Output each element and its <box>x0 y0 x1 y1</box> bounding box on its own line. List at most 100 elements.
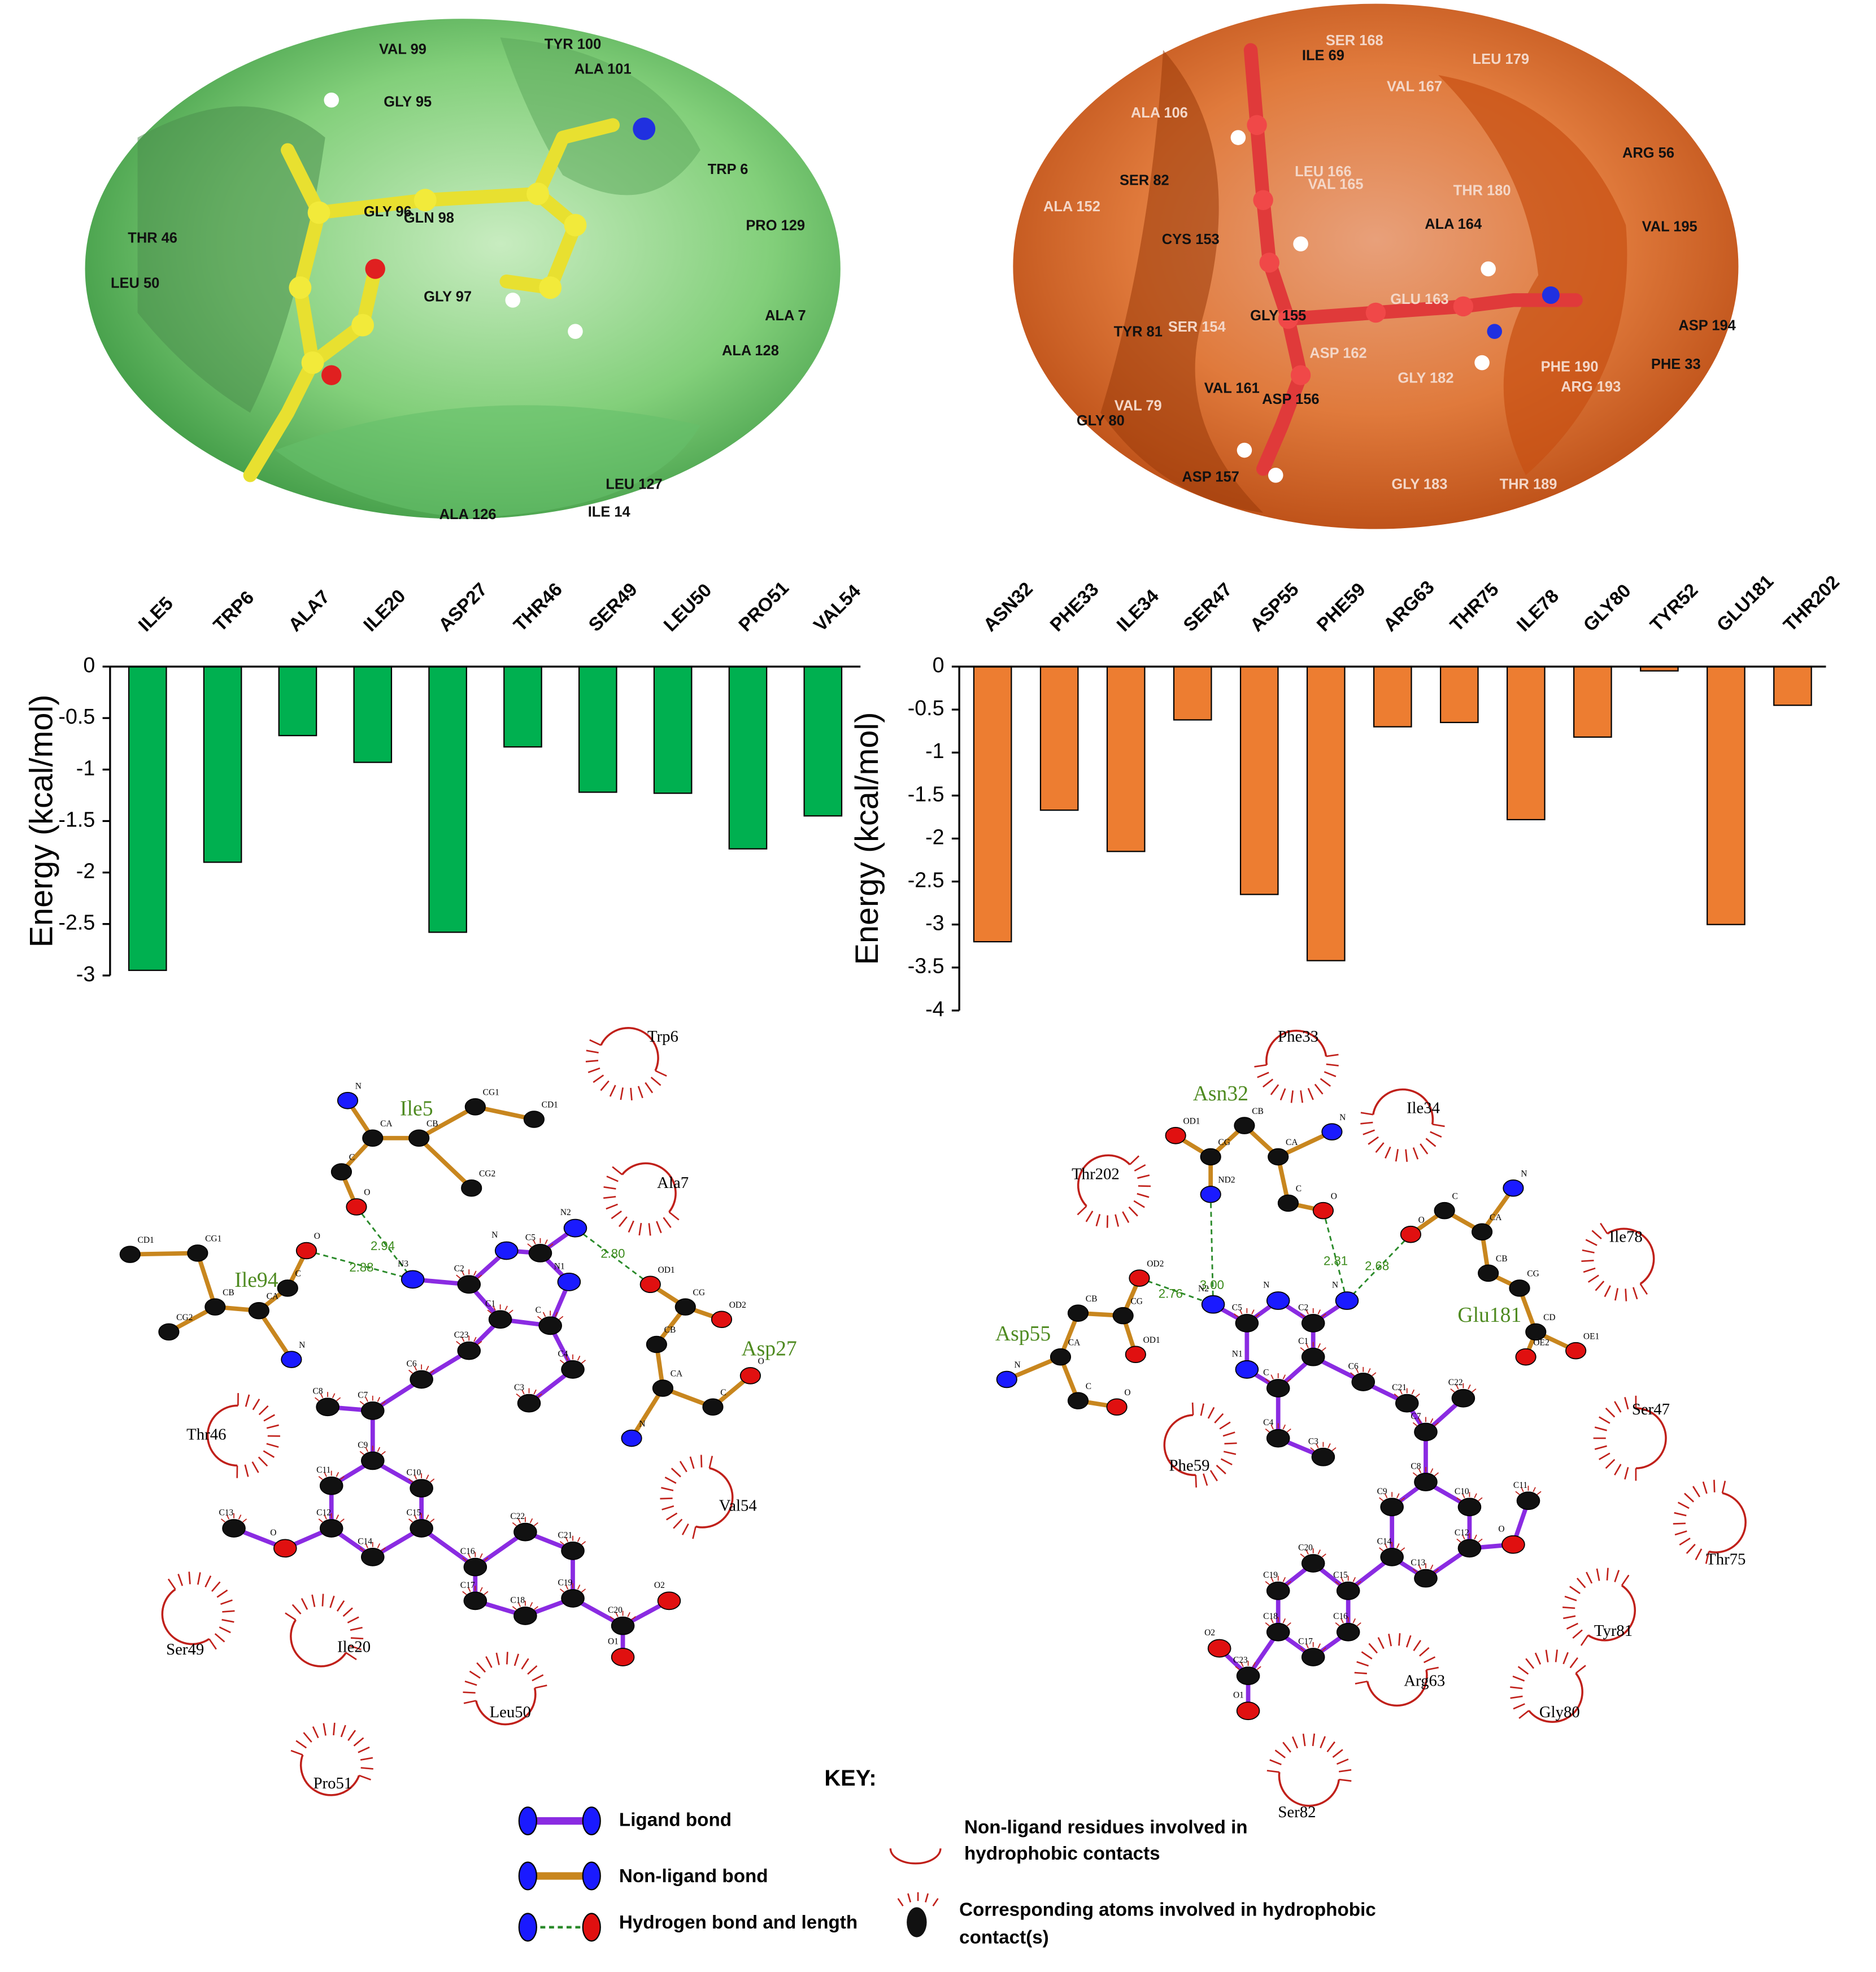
hydrophobic-spokes <box>1254 1054 1339 1103</box>
residue-label: GLU 163 <box>1390 291 1448 307</box>
hydrophobic-arc <box>1077 1154 1131 1207</box>
contact-spoke <box>480 1553 483 1559</box>
hydrophobic-arc <box>1366 1669 1428 1707</box>
atom-label: N1 <box>1232 1349 1243 1359</box>
hydrophobic-spoke <box>1624 1397 1629 1410</box>
hydrophobic-spoke <box>1621 1574 1630 1586</box>
contact-spoke <box>1321 1647 1326 1652</box>
hydrophobic-spoke <box>1361 1651 1373 1660</box>
atom-label: C2 <box>454 1264 464 1274</box>
contact-spoke <box>318 1518 323 1523</box>
hydrophobic-spokes <box>1581 1222 1648 1301</box>
atom-label: OD1 <box>658 1265 675 1275</box>
ligand-atoms <box>289 92 656 514</box>
hydrophobic-spoke <box>1673 1522 1686 1525</box>
hydrophobic-residue: Thr46 <box>186 1425 226 1443</box>
hydrophobic-spoke <box>700 1455 703 1468</box>
hydrophobic-residue: Gly80 <box>1539 1703 1580 1721</box>
x-tick-label: GLU181 <box>1713 571 1778 636</box>
residue-label: CYS 153 <box>1162 232 1220 247</box>
atom-label: O <box>1124 1388 1130 1398</box>
atom <box>337 1092 359 1109</box>
hydrophobic-spoke <box>177 1573 184 1586</box>
x-tick-label: VAL54 <box>810 581 865 636</box>
hydrophobic-residue: Ser49 <box>166 1640 204 1658</box>
x-tick-label: PRO51 <box>735 577 793 635</box>
bar <box>428 665 467 933</box>
atom-label: C10 <box>407 1468 421 1478</box>
hydrophobic-spoke <box>513 1653 520 1666</box>
hydrophobic-spoke <box>1585 1239 1598 1246</box>
hydrophobic-spoke <box>1513 1703 1525 1710</box>
atom-label: C14 <box>358 1536 372 1546</box>
contact-spoke <box>1456 1497 1461 1501</box>
atom-label: C3 <box>514 1383 524 1392</box>
hydrophobic-spoke <box>527 1665 538 1675</box>
hydrophobic-spoke <box>521 1658 529 1670</box>
contact-spoke <box>1265 1378 1270 1383</box>
hydrophobic-spoke <box>630 1087 633 1101</box>
atom <box>523 1111 545 1128</box>
contact-spoke <box>1478 1497 1483 1501</box>
contact-spoke <box>359 1451 364 1455</box>
hydrophobic-spoke <box>353 1737 364 1747</box>
x-tick-label: ILE5 <box>134 593 177 636</box>
contact-spoke <box>1400 1497 1405 1501</box>
atom-label: CG2 <box>176 1313 193 1322</box>
hydrophobic-arc <box>1265 1030 1327 1065</box>
atom-label: C <box>349 1153 355 1163</box>
atom <box>1266 1429 1290 1448</box>
atom <box>463 1557 488 1577</box>
atom <box>1266 1622 1290 1642</box>
atom-label: C17 <box>460 1581 475 1590</box>
key-label: Non-ligand bond <box>619 1866 768 1887</box>
contact-spoke <box>336 1397 341 1401</box>
hydrophobic-spoke <box>1580 1634 1589 1646</box>
contact-spoke <box>1412 1472 1417 1477</box>
hydrophobic-spoke <box>603 1196 616 1199</box>
hydrophobic-spoke <box>666 1512 678 1521</box>
hbond-length: 2.76 <box>1159 1286 1183 1300</box>
hydrophobic-spoke <box>679 1461 687 1473</box>
atom-label: CA <box>267 1291 279 1301</box>
contact-spoke <box>336 1472 339 1477</box>
hydrophobic-spoke <box>656 1221 662 1234</box>
hydrophobic-spoke <box>1582 1249 1595 1253</box>
atom-label: CA <box>380 1119 393 1129</box>
hydrophobic-spoke <box>1216 1465 1226 1474</box>
hydrophobic-spoke <box>252 1398 260 1411</box>
atom-label: OE2 <box>1533 1338 1549 1347</box>
hydrophobic-spokes <box>167 1571 235 1650</box>
atom-label: N2 <box>560 1208 571 1217</box>
contact-spoke <box>1252 1662 1256 1668</box>
y-tick-label: -2.5 <box>908 868 944 892</box>
atom <box>1165 1127 1186 1144</box>
atom-label: C10 <box>1455 1487 1469 1496</box>
contact-spoke <box>1379 1497 1384 1501</box>
atom <box>517 1394 541 1413</box>
atom <box>1301 1648 1325 1666</box>
atom-label: C2 <box>1298 1303 1308 1312</box>
hydrophobic-spoke <box>347 1730 356 1742</box>
hydrogen-bond <box>574 1227 651 1285</box>
residue-name: Asp27 <box>741 1337 796 1361</box>
atom-label: N <box>639 1419 645 1429</box>
residue-name: Ile5 <box>400 1097 433 1121</box>
hydrophobic-spoke <box>251 1461 259 1473</box>
residue-label: THR 189 <box>1500 477 1557 493</box>
surface-shadow <box>1100 50 1264 513</box>
y-tick-label: -2 <box>925 825 944 848</box>
contact-spoke <box>610 1616 615 1620</box>
hydrophobic-spoke <box>1569 1657 1578 1669</box>
contact-spoke <box>1286 1428 1291 1433</box>
atom <box>1106 1398 1128 1416</box>
atom <box>1050 1348 1072 1366</box>
hydrophobic-spokes <box>1360 1112 1445 1162</box>
contact-spoke <box>381 1547 386 1552</box>
contact-spoke <box>1286 1581 1291 1585</box>
atom-label: C13 <box>219 1508 233 1517</box>
contact-spoke <box>1286 1622 1291 1626</box>
atom <box>360 1548 385 1566</box>
contact-spoke <box>1239 1309 1243 1314</box>
contact-spoke <box>1450 1388 1455 1392</box>
